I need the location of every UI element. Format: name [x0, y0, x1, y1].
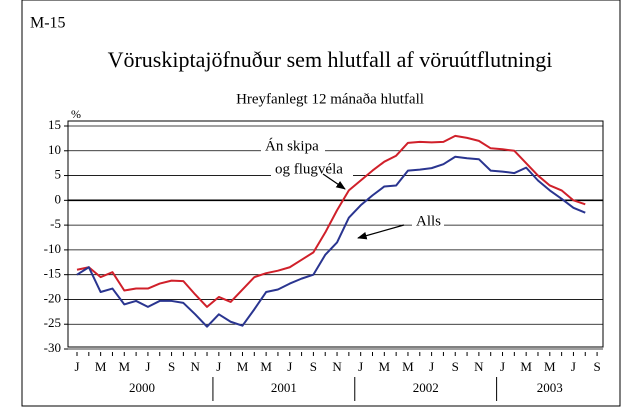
x-tick-label: J [74, 359, 79, 374]
frame [21, 0, 621, 407]
annotation-bg [261, 138, 325, 156]
y-tick-label: -30 [44, 340, 61, 355]
x-tick-label: M [402, 359, 414, 374]
x-tick-label: J [500, 359, 505, 374]
annotation: Alls [416, 213, 441, 229]
annotation-bg [412, 213, 444, 231]
y-tick-label: -20 [44, 290, 61, 305]
x-tick-label: J [145, 359, 150, 374]
x-tick-label: J [287, 359, 292, 374]
chart-subtitle: Hreyfanlegt 12 mánaða hlutfall [236, 91, 424, 107]
x-tick-label: N [332, 359, 342, 374]
x-tick-label: J [429, 359, 434, 374]
year-label: 2000 [129, 380, 155, 395]
chart-label: M-15 [30, 15, 66, 32]
annotation-bg [271, 161, 353, 179]
x-tick-label: S [452, 359, 459, 374]
x-tick-label: M [95, 359, 107, 374]
x-tick-label: M [237, 359, 249, 374]
arrow [357, 224, 405, 240]
x-tick-label: S [593, 359, 600, 374]
y-tick-label: -15 [44, 266, 61, 281]
y-axis-label: % [71, 107, 81, 121]
y-tick-label: -10 [44, 241, 61, 256]
data-line [76, 134, 586, 308]
x-tick-label: M [260, 359, 272, 374]
plot-frame [67, 120, 604, 348]
x-tick-label: M [379, 359, 391, 374]
x-tick-label: S [168, 359, 175, 374]
arrow [322, 173, 346, 190]
year-label: 2002 [413, 380, 439, 395]
x-tick-label: J [571, 359, 576, 374]
x-tick-label: N [474, 359, 484, 374]
x-tick-label: M [544, 359, 556, 374]
y-tick-label: 5 [55, 167, 62, 182]
x-tick-label: J [358, 359, 363, 374]
annotation: og flugvéla [275, 161, 343, 177]
x-tick-label: M [118, 359, 130, 374]
x-tick-label: M [520, 359, 532, 374]
x-tick-label: J [216, 359, 221, 374]
data-line [76, 155, 586, 328]
y-tick-label: -25 [44, 315, 61, 330]
y-tick-label: 15 [48, 117, 61, 132]
annotation: Án skipa [265, 137, 319, 154]
x-tick-label: N [191, 359, 201, 374]
year-label: 2003 [537, 380, 563, 395]
y-tick-label: -5 [50, 216, 61, 231]
y-tick-label: 10 [48, 142, 61, 157]
y-tick-label: 0 [55, 191, 62, 206]
x-tick-label: S [310, 359, 317, 374]
chart-title: Vöruskiptajöfnuður sem hlutfall af vöruú… [108, 47, 553, 72]
year-label: 2001 [271, 380, 297, 395]
